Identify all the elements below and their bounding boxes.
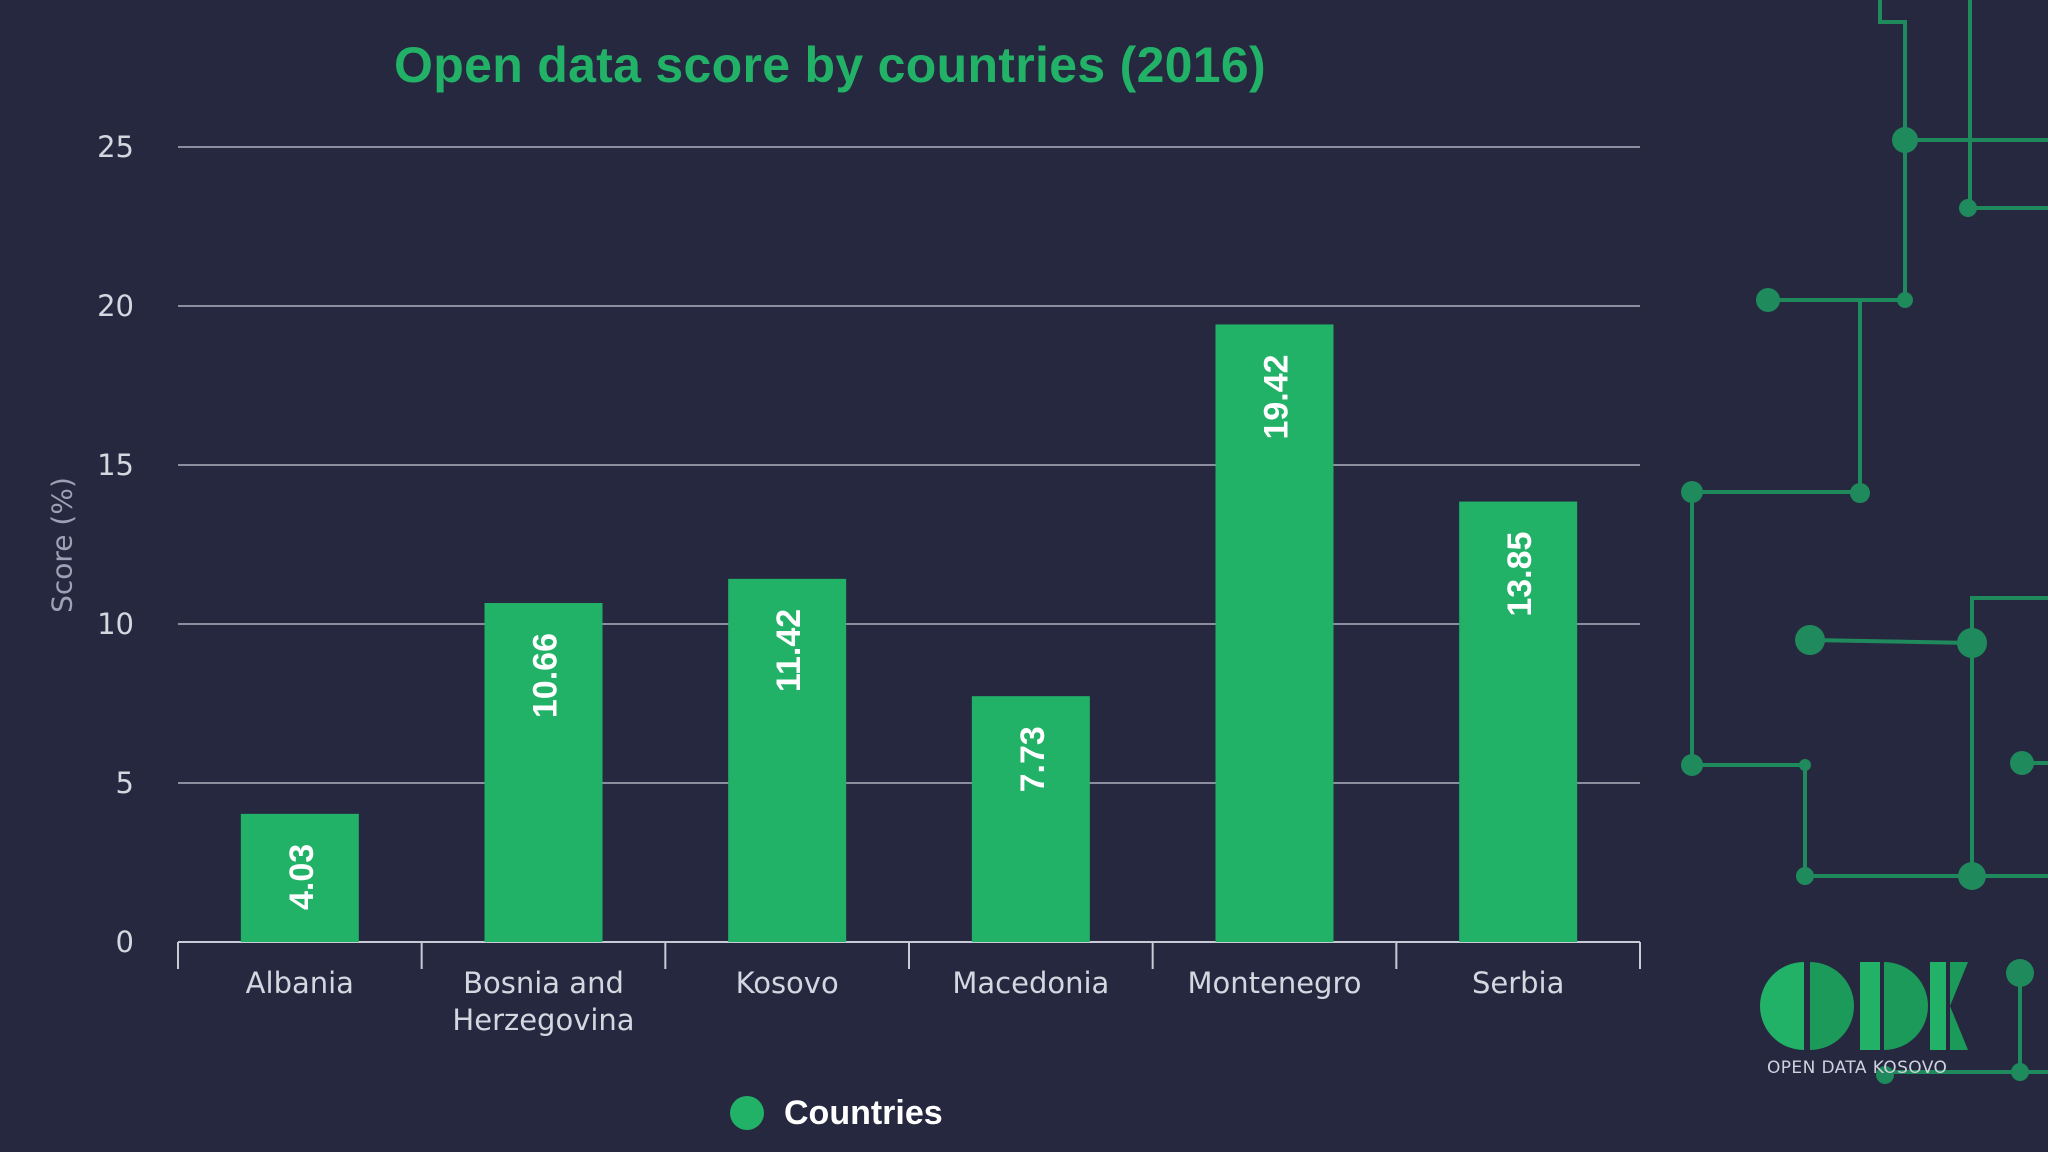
odk-logo-k-arms [1950, 962, 1968, 1050]
x-tick-label: Bosnia and Herzegovina [452, 966, 634, 1037]
circuit-node [1850, 483, 1870, 503]
y-tick-label: 25 [97, 130, 134, 164]
y-tick-label: 20 [97, 289, 134, 323]
legend-label: Countries [784, 1093, 943, 1132]
circuit-node [1958, 862, 1986, 890]
x-tick-label: Kosovo [736, 966, 839, 1000]
circuit-node [1957, 628, 1987, 658]
circuit-node [1959, 199, 1977, 217]
circuit-node [1796, 867, 1814, 885]
data-label: 11.42 [770, 609, 808, 692]
circuit-node [1892, 127, 1918, 153]
bar [484, 603, 603, 942]
odk-logo-o-right [1810, 962, 1854, 1050]
y-tick-label: 5 [116, 766, 134, 800]
odk-logo-o-left [1760, 962, 1804, 1050]
bar [728, 578, 847, 942]
x-tick-label: Montenegro [1187, 966, 1361, 1000]
odk-logo-d-stem [1860, 962, 1880, 1050]
legend-swatch [730, 1096, 764, 1130]
circuit-node [1681, 481, 1703, 503]
circuit-node [2010, 751, 2034, 775]
circuit-node [2011, 1063, 2029, 1081]
circuit-node [1799, 759, 1811, 771]
data-label: 7.73 [1014, 726, 1052, 792]
legend[interactable]: Countries [730, 1093, 943, 1133]
bar [1215, 324, 1334, 943]
y-axis-label: Score (%) [45, 477, 79, 613]
data-label: 13.85 [1501, 532, 1539, 617]
circuit-node [2006, 959, 2034, 987]
bar [1459, 501, 1578, 942]
circuit-node [1897, 292, 1913, 308]
y-tick-label: 10 [97, 607, 134, 641]
circuit-node [1681, 754, 1703, 776]
circuit-trace [1878, 0, 2048, 142]
bar [240, 813, 359, 942]
bar [971, 696, 1090, 942]
x-tick-label: Macedonia [952, 966, 1109, 1000]
x-tick-label: Albania [246, 966, 354, 1000]
y-tick-label: 15 [97, 448, 134, 482]
odk-logo-caption: OPEN DATA KOSOVO [1767, 1058, 1948, 1078]
data-label: 19.42 [1258, 354, 1296, 439]
odk-logo-d-bowl [1884, 962, 1928, 1050]
data-label: 4.03 [283, 844, 321, 910]
circuit-node [1876, 1066, 1894, 1084]
y-tick-label: 0 [116, 925, 134, 959]
chart-title: Open data score by countries (2016) [394, 37, 1266, 93]
odk-logo [1760, 962, 1968, 1050]
odk-logo-k-stem [1930, 962, 1946, 1050]
circuit-node [1795, 625, 1825, 655]
data-label: 10.66 [527, 633, 565, 718]
circuit-node [1756, 288, 1780, 312]
circuit-trace [1692, 763, 2048, 878]
x-tick-label: Serbia [1472, 966, 1564, 1000]
